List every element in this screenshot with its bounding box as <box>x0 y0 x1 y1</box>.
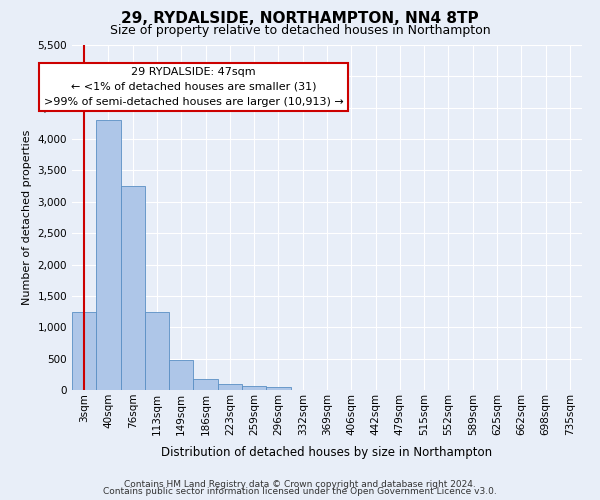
Bar <box>72 312 96 390</box>
Bar <box>218 384 242 390</box>
Text: Size of property relative to detached houses in Northampton: Size of property relative to detached ho… <box>110 24 490 37</box>
Text: 29 RYDALSIDE: 47sqm
← <1% of detached houses are smaller (31)
>99% of semi-detac: 29 RYDALSIDE: 47sqm ← <1% of detached ho… <box>44 67 343 106</box>
Bar <box>193 379 218 390</box>
Y-axis label: Number of detached properties: Number of detached properties <box>22 130 32 305</box>
Bar <box>169 360 193 390</box>
Bar <box>266 387 290 390</box>
Text: Contains public sector information licensed under the Open Government Licence v3: Contains public sector information licen… <box>103 487 497 496</box>
X-axis label: Distribution of detached houses by size in Northampton: Distribution of detached houses by size … <box>161 446 493 459</box>
Bar <box>96 120 121 390</box>
Bar <box>121 186 145 390</box>
Text: 29, RYDALSIDE, NORTHAMPTON, NN4 8TP: 29, RYDALSIDE, NORTHAMPTON, NN4 8TP <box>121 11 479 26</box>
Text: Contains HM Land Registry data © Crown copyright and database right 2024.: Contains HM Land Registry data © Crown c… <box>124 480 476 489</box>
Bar <box>242 386 266 390</box>
Bar <box>145 312 169 390</box>
